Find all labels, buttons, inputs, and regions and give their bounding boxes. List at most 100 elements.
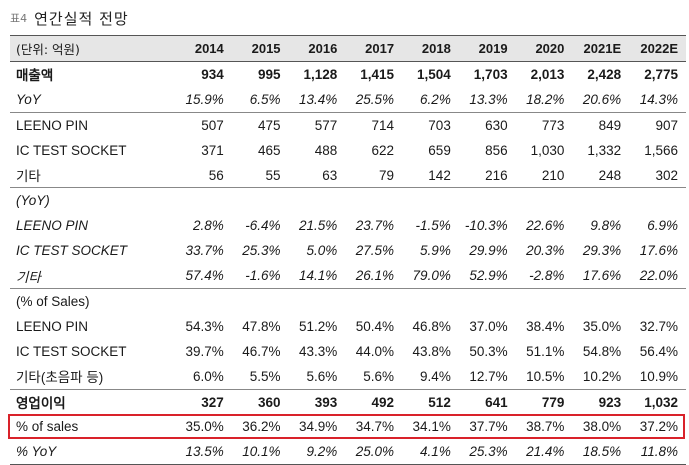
row-label: 매출액 bbox=[16, 68, 54, 84]
row-label: (% of Sales) bbox=[10, 288, 175, 314]
row-other-share: 기타(초음파 등) 6.0% 5.5% 5.6% 5.6% 9.4% 12.7% 10.5% 1… bbox=[10, 364, 686, 389]
cell-value: 52.9% bbox=[469, 268, 508, 284]
cell-value: 5.5% bbox=[249, 368, 281, 384]
cell-value: 5.9% bbox=[420, 243, 451, 259]
cell-value: 327 bbox=[175, 388, 232, 415]
row-share-heading: (% of Sales) bbox=[10, 288, 686, 314]
header-row: (단위: 억원) 2014 2015 2016 2017 2018 2019 2… bbox=[10, 35, 686, 62]
cell-value: 1,504 bbox=[417, 66, 451, 82]
cell-value: 37.7% bbox=[469, 419, 508, 435]
cell-value: 25.3% bbox=[458, 439, 516, 465]
cell-value: 1,030 bbox=[530, 142, 565, 158]
cell-value: 9.4% bbox=[420, 368, 451, 384]
annual-forecast-table: (단위: 억원) 2014 2015 2016 2017 2018 2019 2… bbox=[10, 35, 686, 465]
row-label: (YoY) bbox=[10, 187, 175, 214]
table-number: 표4 bbox=[10, 12, 28, 25]
cell-value bbox=[231, 288, 289, 314]
unit-label: (단위: 억원) bbox=[10, 35, 175, 62]
row-op-margin: % of sales 35.0% 36.2% 34.9% 34.7% 34.1% 37.7%… bbox=[10, 414, 686, 439]
cell-value: 393 bbox=[288, 388, 346, 415]
cell-value: 54.3% bbox=[185, 318, 224, 334]
cell-value: 33.7% bbox=[185, 243, 224, 259]
cell-value: 29.3% bbox=[582, 243, 622, 259]
row-operating-profit: 영업이익 327 360 393 492 512 641 779 923 1,032 bbox=[10, 388, 686, 415]
cell-value bbox=[402, 288, 459, 314]
cell-value bbox=[288, 187, 346, 214]
cell-value: 9.8% bbox=[590, 218, 622, 234]
row-label: 기타 bbox=[16, 269, 41, 285]
cell-value: 18.2% bbox=[526, 91, 565, 107]
cell-value: 577 bbox=[288, 111, 346, 138]
cell-value: 923 bbox=[572, 388, 630, 415]
cell-value: 10.5% bbox=[526, 368, 565, 384]
cell-value: 5.6% bbox=[363, 368, 395, 384]
cell-value: 43.8% bbox=[412, 343, 451, 359]
cell-value: 14.1% bbox=[299, 268, 338, 284]
cell-value: 5.0% bbox=[306, 243, 338, 259]
cell-value: 210 bbox=[541, 167, 565, 183]
cell-value: 44.0% bbox=[355, 343, 395, 359]
cell-value: 22.0% bbox=[639, 268, 678, 284]
cell-value: 12.7% bbox=[469, 368, 508, 384]
cell-value: 1,128 bbox=[303, 66, 338, 82]
cell-value: 22.6% bbox=[526, 218, 565, 234]
cell-value: 6.5% bbox=[249, 91, 281, 107]
cell-value: 25.5% bbox=[355, 91, 395, 107]
cell-value bbox=[515, 288, 573, 314]
cell-value: 38.7% bbox=[526, 419, 565, 435]
row-label: 영업이익 bbox=[10, 388, 175, 415]
cell-value: 26.1% bbox=[355, 268, 395, 284]
cell-value: 56 bbox=[208, 167, 224, 183]
cell-value bbox=[402, 187, 459, 214]
row-other: 기타 56 55 63 79 142 216 210 248 302 bbox=[10, 163, 686, 188]
cell-value: -6.4% bbox=[245, 218, 281, 234]
table-caption: 표4 연간실적 전망 bbox=[10, 5, 129, 31]
cell-value: 37.0% bbox=[469, 318, 508, 334]
cell-value: 27.5% bbox=[355, 243, 395, 259]
cell-value: 488 bbox=[314, 142, 338, 158]
cell-value: 6.2% bbox=[420, 91, 451, 107]
cell-value: 641 bbox=[458, 388, 516, 415]
cell-value bbox=[629, 288, 686, 314]
row-leeno-pin-yoy: LEENO PIN 2.8% -6.4% 21.5% 23.7% -1.5% -10.3% 2… bbox=[10, 213, 686, 238]
cell-value bbox=[515, 187, 573, 214]
cell-value: 512 bbox=[402, 388, 459, 415]
cell-value: -1.6% bbox=[245, 268, 281, 284]
cell-value: 659 bbox=[428, 142, 451, 158]
cell-value: 9.2% bbox=[288, 439, 346, 465]
cell-value: 773 bbox=[515, 111, 573, 138]
cell-value: 13.5% bbox=[175, 439, 232, 465]
cell-value: 849 bbox=[572, 111, 630, 138]
cell-value: 50.4% bbox=[355, 318, 395, 334]
cell-value: 17.6% bbox=[639, 243, 678, 259]
row-label: LEENO PIN bbox=[16, 318, 89, 334]
row-label: % of sales bbox=[16, 419, 79, 435]
cell-value: 1,703 bbox=[473, 66, 508, 82]
row-label: IC TEST SOCKET bbox=[16, 343, 127, 359]
year-header: 2017 bbox=[345, 35, 403, 62]
cell-value: 216 bbox=[485, 167, 508, 183]
row-other-yoy: 기타 57.4% -1.6% 14.1% 26.1% 79.0% 52.9% -2.8% 17.… bbox=[10, 263, 686, 288]
cell-value: 714 bbox=[345, 111, 403, 138]
cell-value: 360 bbox=[231, 388, 289, 415]
cell-value: 25.0% bbox=[345, 439, 403, 465]
cell-value bbox=[572, 187, 630, 214]
cell-value: 507 bbox=[175, 111, 232, 138]
year-header: 2014 bbox=[175, 35, 232, 62]
cell-value: 51.2% bbox=[299, 318, 338, 334]
cell-value: 43.3% bbox=[299, 343, 338, 359]
cell-value: 21.5% bbox=[299, 218, 338, 234]
cell-value: 57.4% bbox=[185, 268, 224, 284]
cell-value: 17.6% bbox=[582, 268, 622, 284]
cell-value: 6.9% bbox=[647, 218, 678, 234]
cell-value: 39.7% bbox=[185, 343, 224, 359]
cell-value bbox=[345, 187, 403, 214]
row-label: IC TEST SOCKET bbox=[16, 243, 128, 259]
cell-value: 79.0% bbox=[412, 268, 451, 284]
cell-value: 20.3% bbox=[526, 243, 565, 259]
table-body: 매출액 934 995 1,128 1,415 1,504 1,703 2,013 2,428 2… bbox=[10, 62, 686, 465]
cell-value: 50.3% bbox=[469, 343, 508, 359]
cell-value: 32.7% bbox=[639, 318, 678, 334]
cell-value: 54.8% bbox=[582, 343, 622, 359]
cell-value bbox=[629, 187, 686, 214]
